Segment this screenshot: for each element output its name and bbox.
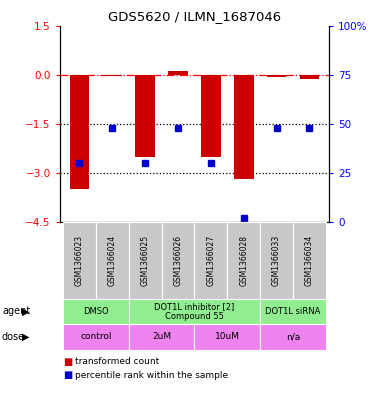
Text: GSM1366026: GSM1366026 bbox=[174, 235, 182, 286]
Text: control: control bbox=[80, 332, 112, 342]
Text: ▶: ▶ bbox=[22, 307, 30, 316]
Bar bbox=[267, 75, 286, 77]
Bar bbox=[70, 75, 89, 189]
Text: ■: ■ bbox=[63, 356, 72, 367]
Text: n/a: n/a bbox=[286, 332, 300, 342]
Text: 10uM: 10uM bbox=[215, 332, 240, 342]
Bar bbox=[135, 75, 155, 156]
Text: GSM1366025: GSM1366025 bbox=[141, 235, 150, 286]
Text: GSM1366027: GSM1366027 bbox=[206, 235, 215, 286]
Text: DMSO: DMSO bbox=[83, 307, 109, 316]
Text: ▶: ▶ bbox=[22, 332, 30, 342]
Text: 2uM: 2uM bbox=[152, 332, 171, 342]
Text: percentile rank within the sample: percentile rank within the sample bbox=[75, 371, 228, 380]
Text: DOT1L siRNA: DOT1L siRNA bbox=[265, 307, 321, 316]
Text: DOT1L inhibitor [2]
Compound 55: DOT1L inhibitor [2] Compound 55 bbox=[154, 302, 234, 321]
Text: GSM1366033: GSM1366033 bbox=[272, 235, 281, 286]
Bar bbox=[102, 75, 122, 76]
Title: GDS5620 / ILMN_1687046: GDS5620 / ILMN_1687046 bbox=[108, 10, 281, 23]
Text: GSM1366024: GSM1366024 bbox=[108, 235, 117, 286]
Bar bbox=[234, 75, 254, 180]
Text: GSM1366023: GSM1366023 bbox=[75, 235, 84, 286]
Bar bbox=[168, 72, 188, 75]
Bar bbox=[201, 75, 221, 156]
Text: GSM1366028: GSM1366028 bbox=[239, 235, 248, 286]
Text: GSM1366034: GSM1366034 bbox=[305, 235, 314, 286]
Text: transformed count: transformed count bbox=[75, 357, 159, 366]
Bar bbox=[300, 75, 319, 79]
Text: agent: agent bbox=[2, 307, 30, 316]
Text: ■: ■ bbox=[63, 370, 72, 380]
Text: dose: dose bbox=[2, 332, 25, 342]
